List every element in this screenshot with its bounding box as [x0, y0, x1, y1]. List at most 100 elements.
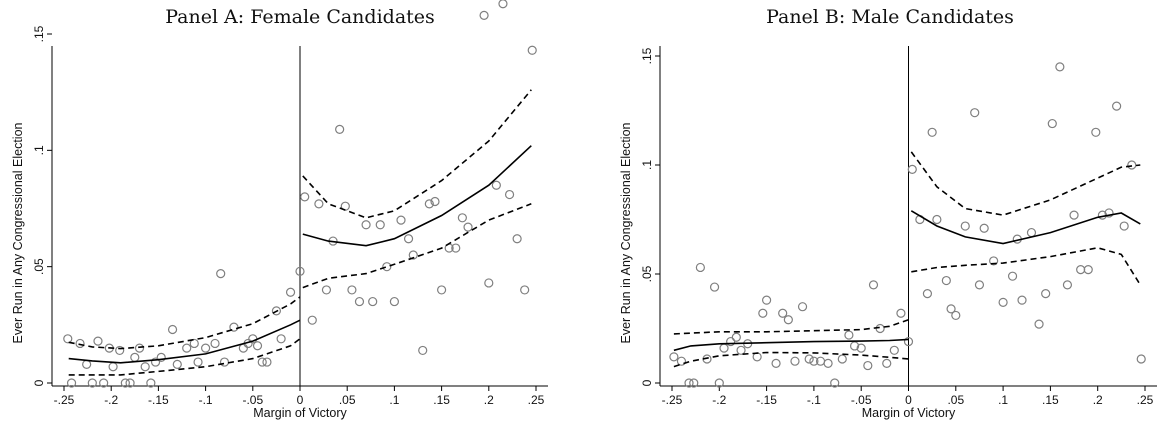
panel-b-data-point — [932, 214, 942, 225]
panel-a-y-tick-label: .15 — [32, 25, 46, 42]
panel-b-data-point — [1083, 265, 1093, 275]
panel-a-data-point — [75, 338, 85, 349]
panel-a-data-point — [375, 220, 385, 230]
panel-b-data-point — [1007, 271, 1018, 281]
panel-b-data-point — [719, 343, 729, 353]
panel-b-data-point — [1069, 210, 1079, 220]
panel-b-data-point — [903, 336, 914, 347]
panel-a-x-tick-label: .15 — [433, 393, 450, 407]
panel-b-data-point — [684, 378, 694, 388]
panel-b-ci-upper-left — [673, 319, 909, 335]
panel-a-data-point — [262, 357, 272, 367]
panel-b-fit-line-right — [910, 210, 1141, 245]
panel-b-data-point — [669, 352, 679, 362]
panel-a-x-tick-label: -.1 — [199, 393, 213, 407]
panel-a-data-point — [219, 357, 230, 367]
panel-a-data-point — [463, 222, 473, 232]
panel-a-data-point — [418, 345, 428, 356]
panel-a-data-point — [238, 343, 248, 353]
panel-a-data-point — [130, 352, 140, 363]
panel-a-ci-upper-right — [302, 89, 532, 219]
panel-b-data-point — [676, 356, 687, 366]
panel-b-x-tick-label: -.25 — [662, 393, 683, 407]
panel-a-data-point — [335, 124, 345, 134]
panel-a-data-point — [115, 345, 125, 356]
panel-b-data-point — [1127, 160, 1137, 170]
panel-a-data-point — [382, 262, 392, 272]
panel-b-data-point — [882, 358, 892, 368]
panel-a-y-tick-label: .1 — [32, 145, 46, 155]
panel-a-data-point — [150, 357, 161, 367]
panel-b-x-tick-label: -.2 — [712, 393, 726, 407]
panel-a-data-point — [93, 336, 103, 346]
panel-b-data-point — [823, 358, 833, 368]
panel-a-data-point — [408, 250, 418, 260]
panel-b-y-axis-label: Ever Run in Any Congressional Election — [619, 122, 633, 343]
panel-b-data-point — [998, 297, 1008, 307]
panel-b-data-point — [1017, 295, 1027, 305]
panel-a-x-tick-label: -.15 — [148, 393, 169, 407]
panel-b-data-point — [778, 308, 788, 318]
panel-b-data-point — [927, 127, 937, 137]
panel-b-data-point — [1041, 289, 1051, 299]
panel-a-data-point — [193, 357, 203, 367]
panel-b-data-point — [907, 164, 917, 174]
panel-a-data-point — [307, 315, 317, 325]
panel-a-data-point — [125, 378, 135, 388]
panel-a-data-point — [321, 285, 332, 295]
panel-a-x-tick-label: .1 — [389, 393, 399, 407]
panel-b-data-point — [1091, 127, 1101, 137]
panel-a-data-point — [210, 338, 220, 349]
panel-b-data-point — [889, 345, 899, 355]
panel-a-data-point — [396, 215, 406, 225]
panel-a-data-point — [172, 359, 182, 369]
panel-b-x-tick-label: .15 — [1042, 393, 1059, 407]
panel-a-x-tick-label: 0 — [297, 393, 304, 407]
panel-a-ci-lower-right — [302, 203, 532, 289]
panel-b-data-point — [868, 280, 879, 290]
panel-a-data-point — [295, 266, 305, 276]
panel-a-data-point — [389, 296, 399, 307]
panel-a-x-axis-label: Margin of Victory — [253, 406, 347, 420]
panel-b-data-point — [896, 308, 906, 318]
panel-a-data-point — [527, 45, 537, 55]
panel-b-data-point — [758, 308, 768, 318]
panel-a-y-tick-label: .05 — [32, 258, 46, 275]
panel-a-title: Panel A: Female Candidates — [165, 6, 435, 28]
panel-b-data-point — [689, 378, 699, 388]
panel-a-data-point — [479, 10, 489, 20]
panel-b-data-point — [830, 378, 840, 388]
panel-b-data-point — [1055, 62, 1065, 72]
panel-a-data-point — [216, 269, 226, 279]
panel-b-y-tick-label: 0 — [640, 379, 654, 386]
panel-b-data-point — [695, 262, 705, 273]
panel-a-data-point — [424, 199, 434, 209]
panel-b-x-tick-label: -.05 — [851, 393, 872, 407]
panel-a-x-tick-label: -.05 — [242, 393, 263, 407]
panel-a-data-point — [451, 243, 461, 253]
panel-b-data-point — [1062, 280, 1073, 290]
panel-b-data-point — [736, 345, 746, 355]
panel-a-data-point — [87, 378, 97, 388]
panel-b-data-point — [1076, 265, 1086, 275]
panel-b-x-tick-label: .1 — [998, 393, 1008, 407]
panel-a-data-point — [285, 287, 296, 297]
panel-b-y-tick-label: .05 — [640, 265, 654, 282]
panel-a-data-point — [300, 192, 310, 202]
panel-b-data-point — [1047, 118, 1057, 129]
panel-b-data-point — [974, 280, 985, 290]
panel-a-data-point — [257, 357, 267, 367]
panel-a-data-point — [271, 306, 281, 316]
panel-a-x-tick-label: .05 — [339, 393, 356, 407]
panel-b-data-point — [951, 310, 961, 321]
panel-a-data-point — [140, 362, 150, 372]
panel-a-x-tick-label: .2 — [484, 393, 494, 407]
panel-a-data-point — [437, 285, 447, 295]
panel-b-data-point — [941, 275, 951, 286]
panel-b-data-point — [856, 343, 866, 353]
panel-a-data-point — [182, 343, 192, 353]
panel-b-x-tick-label: .2 — [1093, 393, 1103, 407]
panel-a-fit-line-left — [68, 319, 301, 364]
panel-b-data-point — [709, 282, 720, 292]
